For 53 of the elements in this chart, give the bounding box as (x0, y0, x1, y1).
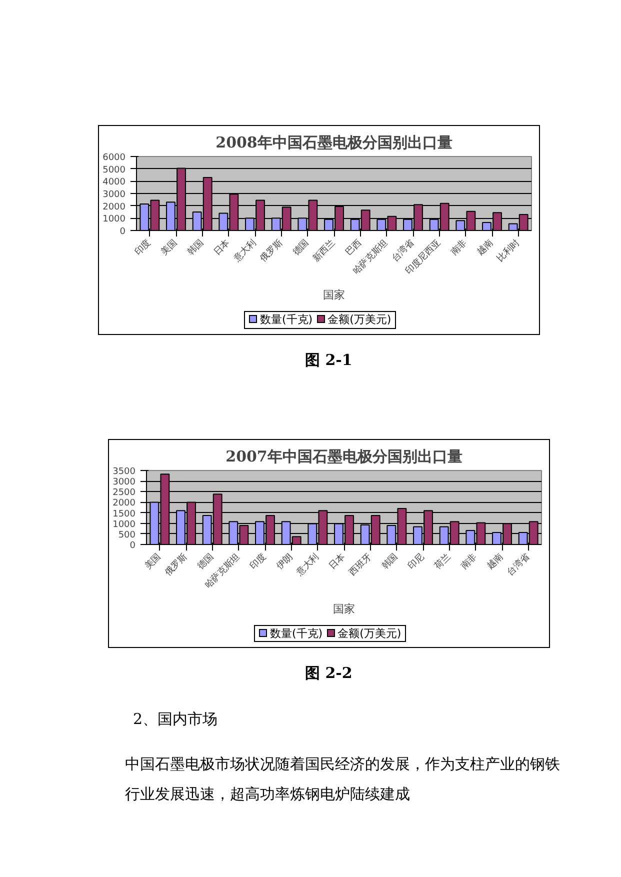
y-tick-label: 1000 (102, 214, 126, 225)
caption: 图 2-2 (305, 663, 352, 684)
y-tick-label: 3000 (112, 477, 136, 488)
legend-label: 金额(万美元) (338, 626, 402, 640)
x-tick-label: 日本 (212, 237, 232, 258)
x-tick-label: 巴西 (344, 238, 364, 258)
x-tick-label: 意大利 (230, 237, 259, 265)
y-tick-label: 6000 (102, 153, 126, 163)
text: 2、国内市场 (133, 709, 218, 730)
x-tick-label: 印尼 (406, 550, 427, 572)
x-tick-label: 南非 (448, 237, 470, 258)
chart-title: 2008年中国石墨电极分国别出口量 (216, 134, 452, 152)
y-tick-label: 5000 (102, 165, 126, 176)
x-tick-label: 南非 (458, 550, 480, 572)
x-tick-label: 台湾省 (505, 550, 532, 578)
x-tick-label: 俄罗斯 (162, 550, 190, 578)
x-axis-title: 国家 (323, 288, 345, 302)
y-tick-label: 3000 (102, 190, 126, 200)
x-tick-label: 印度 (132, 237, 154, 258)
x-tick-label: 荷兰 (432, 550, 453, 572)
x-tick-label: 日本 (327, 550, 348, 572)
x-tick-label: 越南 (475, 237, 496, 258)
x-tick-label: 西班牙 (347, 550, 374, 578)
x-tick-label: 美国 (159, 237, 180, 258)
text: 中国石墨电极市场状况随着国民经济的发展，作为支柱产业的钢铁行业发展迅速，超高功率炼钢电炉陆续建成 (125, 754, 561, 806)
y-tick-label: 2500 (112, 488, 136, 498)
x-tick-label: 美国 (142, 550, 164, 572)
x-tick-label: 比利时 (495, 237, 522, 264)
caption: 图 2-1 (305, 350, 352, 371)
x-tick-label: 俄罗斯 (258, 237, 285, 264)
x-tick-label: 意大利 (294, 550, 322, 579)
x-tick-label: 韩国 (185, 237, 206, 258)
y-tick-label: 0 (120, 227, 126, 237)
chart-title: 2007年中国石墨电极分国别出口量 (226, 447, 462, 466)
legend-label: 金额(万美元) (328, 313, 392, 326)
x-tick-label: 新西兰 (310, 237, 338, 264)
x-tick-label: 德国 (290, 237, 312, 258)
x-tick-label: 印度 (248, 550, 269, 572)
y-tick-label: 4000 (102, 178, 126, 188)
x-tick-label: 越南 (485, 550, 506, 572)
legend-label: 数量(千克) (260, 313, 313, 326)
legend-label: 数量(千克) (270, 626, 323, 640)
y-tick-label: 500 (118, 530, 136, 540)
x-tick-label: 伊朗 (274, 550, 295, 572)
x-tick-label: 韩国 (380, 550, 400, 572)
y-tick-label: 1500 (112, 508, 136, 519)
y-tick-label: 0 (130, 540, 136, 551)
y-tick-label: 2000 (112, 498, 136, 508)
y-tick-label: 2000 (102, 202, 126, 212)
y-tick-label: 1000 (112, 520, 136, 530)
y-tick-label: 3500 (112, 466, 136, 477)
x-axis-title: 国家 (333, 602, 355, 616)
x-tick-label: 德国 (195, 550, 216, 572)
